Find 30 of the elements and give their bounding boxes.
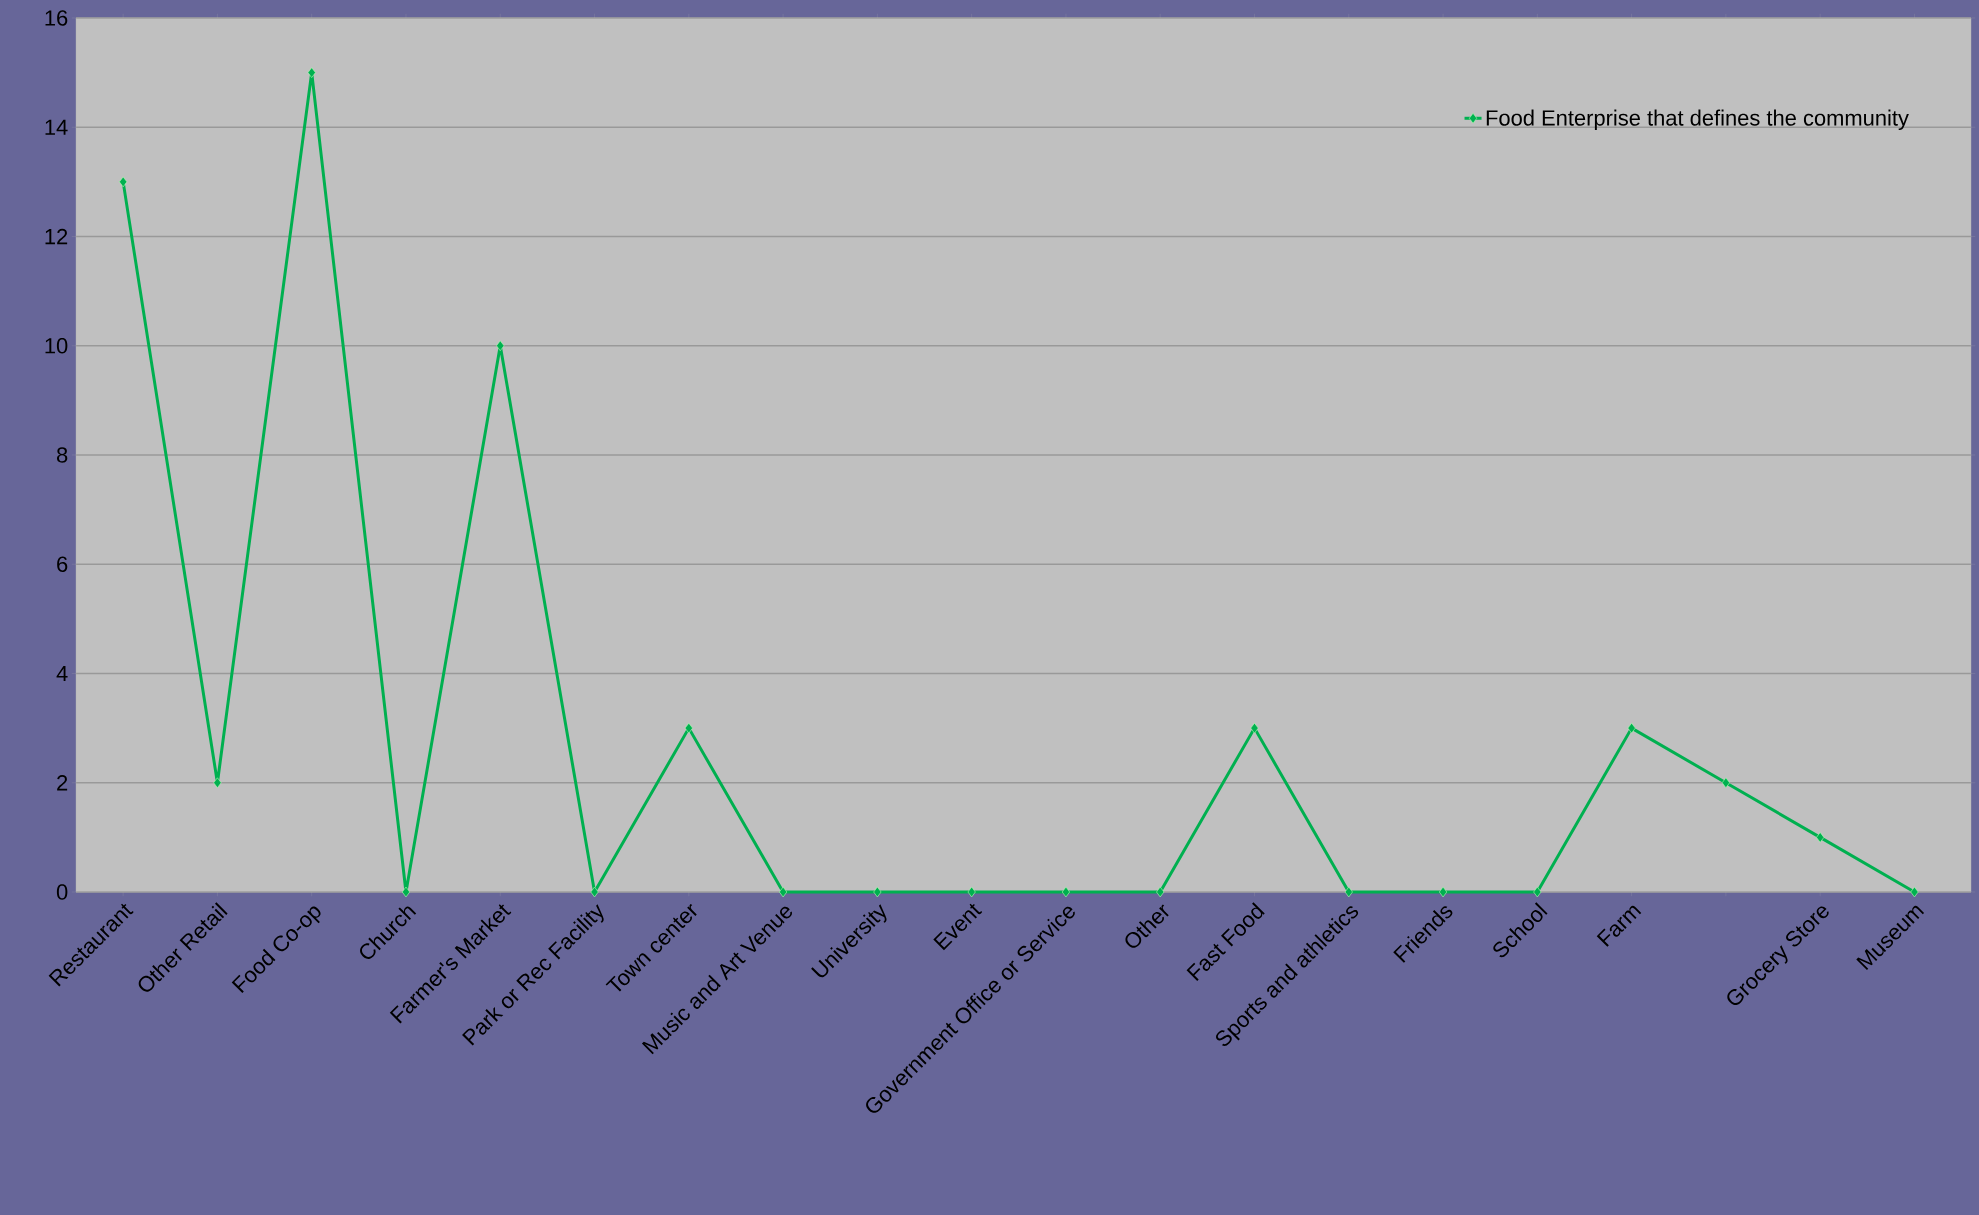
point bbox=[1721, 777, 1730, 789]
point bbox=[1533, 886, 1542, 898]
y-tick-label: 4 bbox=[56, 665, 68, 682]
point bbox=[1250, 722, 1259, 734]
y-tick-label: 0 bbox=[56, 884, 68, 900]
y-tick-label: 16 bbox=[45, 10, 68, 26]
point bbox=[213, 777, 222, 789]
point bbox=[401, 886, 411, 898]
point bbox=[1816, 832, 1825, 843]
point bbox=[684, 722, 693, 734]
point bbox=[590, 886, 599, 898]
y-tick-label: 12 bbox=[45, 228, 68, 245]
y-tick-label: 6 bbox=[57, 556, 68, 573]
point bbox=[307, 67, 316, 78]
point bbox=[1439, 886, 1448, 898]
point bbox=[967, 886, 976, 898]
point bbox=[779, 886, 788, 898]
point bbox=[1344, 886, 1353, 898]
y-tick-label: 8 bbox=[56, 447, 68, 463]
legend-label: Food Enterprise that defines the community bbox=[1486, 109, 1909, 131]
y-tick-label: 14 bbox=[45, 119, 68, 135]
point bbox=[1910, 886, 1919, 898]
point bbox=[873, 886, 882, 898]
point bbox=[1156, 886, 1165, 898]
point bbox=[1627, 722, 1636, 734]
point bbox=[1061, 886, 1070, 898]
point bbox=[496, 340, 505, 352]
y-tick-label: 10 bbox=[45, 337, 68, 354]
y-tick-label: 2 bbox=[57, 775, 68, 791]
point bbox=[119, 176, 128, 188]
